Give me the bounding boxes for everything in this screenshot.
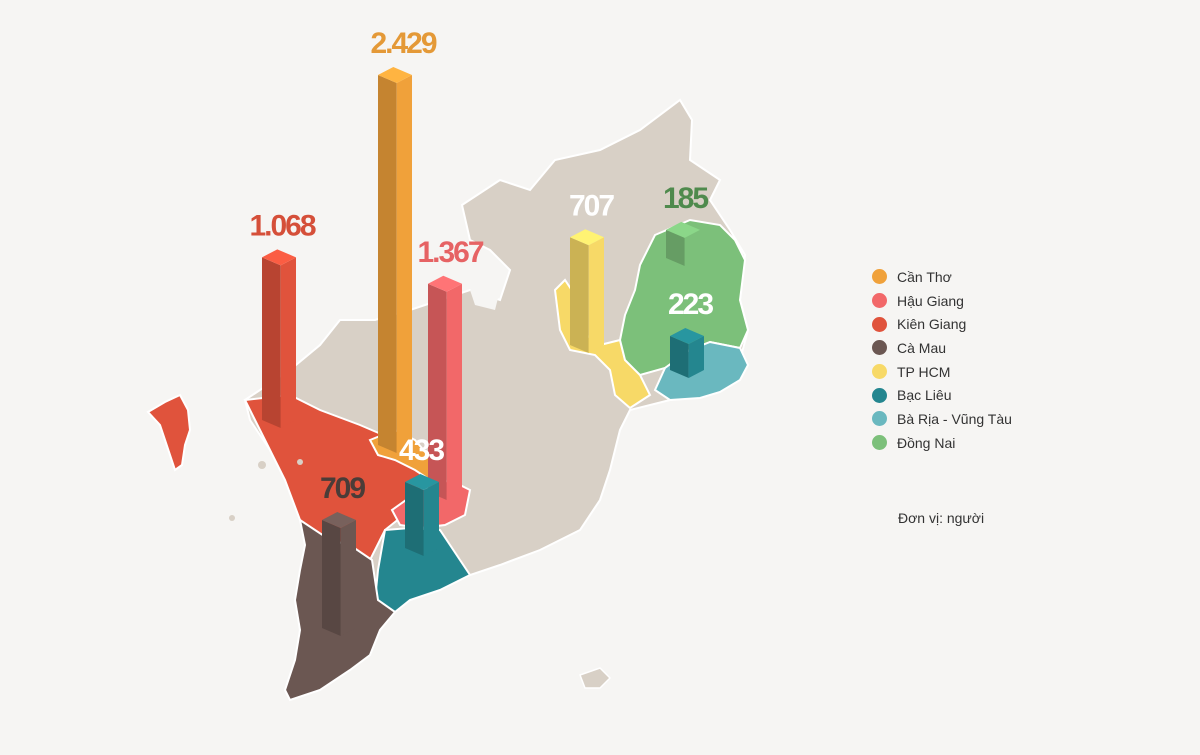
legend-swatch (872, 387, 887, 403)
bar-face-left (670, 336, 689, 378)
bar-face-left (262, 257, 281, 428)
bar-face-top (670, 328, 704, 345)
bar-value-label: 185 (663, 182, 708, 215)
bar-face-right (280, 257, 296, 428)
bar: 1.068 (249, 209, 318, 428)
bar-face-right (588, 237, 604, 353)
map-region-phu-quoc (146, 393, 192, 472)
bar-face-top (570, 229, 604, 246)
legend-label: Bà Rịa - Vũng Tàu (897, 410, 1012, 427)
bar: 223 (668, 288, 715, 378)
legend-swatch (872, 435, 887, 451)
legend-label: Kiên Giang (897, 316, 967, 333)
map-island (579, 667, 612, 689)
map-island (297, 459, 303, 465)
legend-swatch (872, 364, 887, 380)
legend-swatch (872, 269, 887, 285)
map-island (258, 461, 266, 469)
legend: Cần Thơ Hậu Giang Kiên Giang Cà Mau TP H… (872, 265, 1012, 455)
legend-item: Bạc Liêu (872, 383, 1012, 407)
bar-face-right (423, 482, 439, 556)
legend-label: Hậu Giang (897, 292, 964, 309)
legend-item: Bà Rịa - Vũng Tàu (872, 407, 1012, 431)
bar-face-top (378, 67, 412, 83)
bar: 1.367 (417, 236, 486, 500)
bar: 707 (569, 189, 616, 353)
bar-face-left (378, 75, 397, 453)
bar: 2.429 (370, 27, 439, 453)
bar-value-label: 433 (399, 434, 444, 467)
legend-label: Bạc Liêu (897, 387, 952, 404)
bar-face-right (446, 283, 462, 500)
bar-face-top (666, 221, 700, 238)
legend-swatch (872, 340, 887, 356)
legend-item: Hậu Giang (872, 289, 1012, 313)
bar-value-label: 1.367 (417, 236, 483, 269)
bars: 2.429 1.367 1.068 709 707 433 185 223 (249, 27, 715, 636)
legend-item: Cà Mau (872, 336, 1012, 360)
bar-face-left (428, 283, 447, 500)
bar-value-label: 223 (668, 288, 713, 321)
bar: 709 (320, 472, 367, 636)
bar-face-right (684, 229, 700, 266)
bar-face-top (405, 474, 439, 491)
bar-value-label: 2.429 (370, 27, 436, 60)
bar-value-label: 709 (320, 472, 365, 505)
bar: 185 (663, 182, 710, 266)
bar-face-right (396, 75, 412, 453)
bar-face-top (428, 275, 462, 292)
bar-face-top (322, 512, 356, 529)
bar-face-left (666, 229, 685, 266)
unit-note: Đơn vị: người (898, 510, 985, 526)
legend-label: Đồng Nai (897, 434, 956, 451)
legend-swatch (872, 411, 887, 427)
legend-label: Cà Mau (897, 339, 947, 356)
legend-swatch (872, 316, 887, 332)
legend-label: Cần Thơ (897, 268, 952, 285)
legend-item: Cần Thơ (872, 265, 1012, 289)
map-island (229, 515, 235, 521)
legend-label: TP HCM (897, 363, 951, 380)
bar-face-top (262, 249, 296, 266)
legend-item: Đồng Nai (872, 431, 1012, 455)
legend-item: TP HCM (872, 360, 1012, 384)
legend-item: Kiên Giang (872, 312, 1012, 336)
bar-face-left (570, 237, 589, 353)
bar-value-label: 707 (569, 189, 614, 222)
legend-swatch (872, 293, 887, 309)
bar-value-label: 1.068 (249, 209, 315, 242)
bar: 433 (399, 434, 446, 556)
bar-face-left (405, 482, 424, 556)
bar-face-right (340, 520, 356, 636)
bar-face-left (322, 520, 341, 636)
bar-face-right (688, 336, 704, 378)
